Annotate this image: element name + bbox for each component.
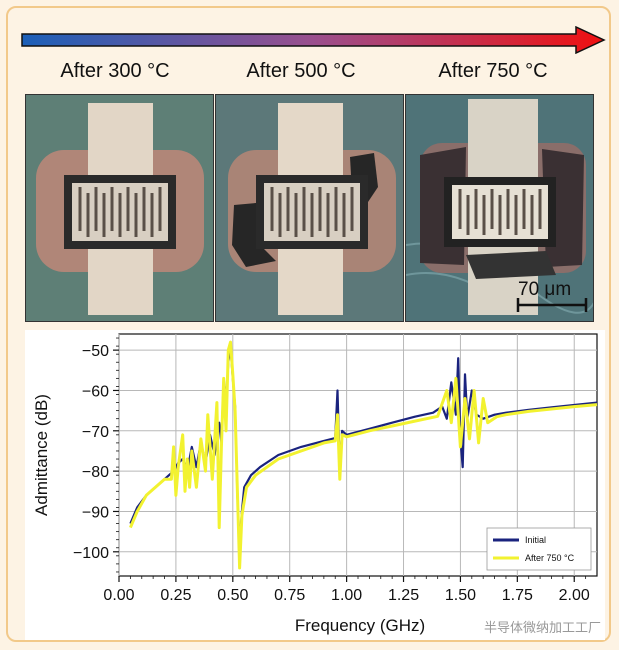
label-500c: After 500 °C <box>246 60 356 82</box>
y-tick-label: −60 <box>82 383 109 400</box>
x-tick-label: 1.75 <box>502 587 533 604</box>
temperature-arrow <box>20 25 606 55</box>
legend: Initial After 750 °C <box>486 527 592 571</box>
x-tick-label: 0.75 <box>274 587 305 604</box>
legend-label-initial: Initial <box>525 535 546 545</box>
y-tick-label: −50 <box>82 343 109 360</box>
y-tick-label: −80 <box>82 464 109 481</box>
scale-bar <box>516 298 588 312</box>
series-initial-line <box>129 345 598 549</box>
admittance-chart: 0.00 0.25 0.50 0.75 1.00 1.25 1.50 1.75 2.00 −50 −… <box>25 330 605 640</box>
x-tick-label: 1.25 <box>388 587 419 604</box>
x-tick-label: 0.50 <box>217 587 248 604</box>
y-tick-label: −90 <box>82 504 109 521</box>
x-tick-label: 0.25 <box>160 587 191 604</box>
micrograph-300c <box>25 94 214 322</box>
y-axis-label: Admittance (dB) <box>32 394 51 516</box>
x-tick-label: 0.00 <box>103 587 134 604</box>
scale-bar-label: 70 μm <box>518 279 571 300</box>
x-axis-label: Frequency (GHz) <box>295 616 425 635</box>
label-750c: After 750 °C <box>438 60 548 82</box>
y-tick-label: −100 <box>73 545 109 562</box>
legend-label-after750: After 750 °C <box>525 553 575 563</box>
label-300c: After 300 °C <box>60 60 170 82</box>
x-tick-label: 1.00 <box>331 587 362 604</box>
series-after750-line <box>129 340 598 570</box>
micrograph-750c: 70 μm <box>405 94 594 322</box>
x-tick-label: 1.50 <box>445 587 476 604</box>
watermark-text: 半导体微纳加工工厂 <box>483 621 601 636</box>
y-tick-label: −70 <box>82 424 109 441</box>
x-tick-label: 2.00 <box>559 587 590 604</box>
micrograph-500c <box>215 94 404 322</box>
